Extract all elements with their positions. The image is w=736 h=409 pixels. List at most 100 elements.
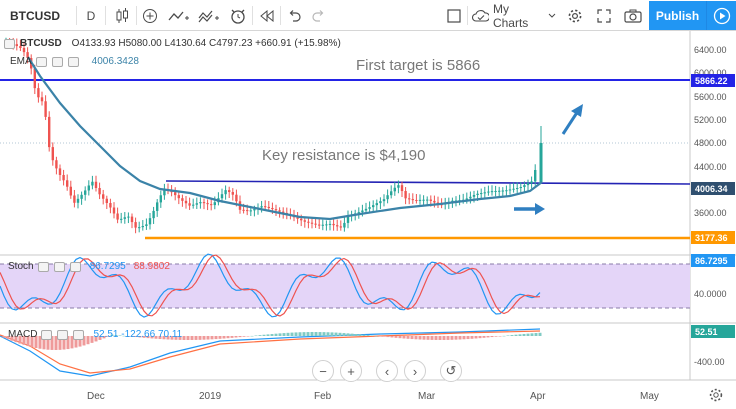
up-arrow-drawing[interactable] [561, 104, 583, 135]
candle-body [260, 206, 263, 208]
candle-body [300, 218, 303, 221]
zoom-out-button[interactable]: − [312, 360, 334, 382]
candles-style-icon[interactable] [110, 0, 134, 31]
macd-histogram-bar [282, 333, 286, 336]
price-tick: 5600.00 [694, 92, 727, 102]
candle-body [159, 195, 162, 203]
macd-histogram-bar [138, 336, 142, 338]
candle-body [199, 202, 202, 204]
camera-icon[interactable] [621, 0, 645, 31]
macd-histogram-bar [198, 336, 202, 340]
publish-button[interactable]: Publish [649, 1, 706, 30]
close-icon[interactable] [73, 329, 85, 340]
price-tick: 6400.00 [694, 45, 727, 55]
macd-label: MACD [8, 329, 38, 340]
stoch-d-value: 88.9802 [133, 261, 170, 272]
candle-body [192, 204, 195, 206]
indicators-icon[interactable] [166, 0, 192, 31]
macd-histogram-bar [450, 336, 454, 340]
close-icon[interactable] [67, 56, 79, 67]
macd-histogram-bar [170, 336, 174, 340]
candle-body [148, 218, 152, 225]
visibility-icon[interactable] [41, 329, 53, 340]
time-axis[interactable]: Dec 2019 Feb Mar Apr May [0, 380, 690, 409]
macd-histogram-bar [506, 335, 510, 336]
reset-chart-button[interactable]: ↺ [440, 360, 462, 382]
price-axis[interactable]: 6400.00 6000.00 5600.00 5200.00 4800.00 … [690, 31, 736, 255]
replay-icon[interactable] [256, 0, 278, 31]
candle-body [321, 224, 324, 226]
candle-body [76, 198, 80, 203]
target-annotation[interactable]: First target is 5866 [356, 57, 481, 74]
visibility-icon[interactable] [35, 56, 47, 67]
candle-body [40, 97, 44, 102]
my-charts-menu[interactable]: My Charts [472, 0, 556, 31]
collapse-legend-icon[interactable] [4, 38, 15, 49]
candle-body [343, 222, 346, 228]
macd-histogram-bar [206, 336, 210, 340]
chart-canvas[interactable] [0, 31, 736, 409]
macd-histogram-bar [458, 336, 462, 340]
chart-settings-gear-icon[interactable] [708, 387, 724, 406]
settings-icon[interactable] [51, 56, 63, 67]
macd-histogram-bar [322, 332, 326, 336]
undo-icon[interactable] [283, 0, 305, 31]
candle-body [501, 190, 504, 192]
resistance-annotation[interactable]: Key resistance is $4,190 [262, 147, 426, 164]
macd-histogram-bar [330, 332, 334, 336]
macd-histogram-bar [190, 336, 194, 340]
macd-histogram-bar [378, 336, 382, 337]
add-indicator-icon[interactable] [139, 0, 161, 31]
play-icon[interactable] [706, 1, 736, 30]
visibility-icon[interactable] [37, 261, 49, 272]
symbol-search[interactable]: BTCUSD [10, 8, 60, 23]
stoch-axis-tick: 40.0000 [694, 289, 727, 299]
settings-icon[interactable] [53, 261, 65, 272]
candle-body [307, 221, 310, 223]
candle-body [26, 52, 29, 59]
resistance-line[interactable] [165, 180, 691, 185]
macd-histogram-bar [474, 336, 478, 339]
alert-clock-icon[interactable] [226, 0, 250, 31]
chart-area[interactable]: BTCUSD O4133.93 H5080.00 L4130.64 C4797.… [0, 31, 736, 409]
toolbar-divider [136, 6, 137, 25]
macd-histogram-bar [78, 336, 82, 347]
macd-histogram-bar [266, 334, 270, 336]
macd-histogram-bar [410, 336, 414, 340]
layout-icon[interactable] [444, 0, 464, 31]
stoch-legend: Stoch 86.7295 88.9802 [8, 261, 170, 272]
time-tick: 2019 [199, 391, 222, 402]
fullscreen-icon[interactable] [593, 0, 615, 31]
scroll-right-button[interactable]: › [404, 360, 426, 382]
candle-body [526, 183, 530, 186]
candle-body [422, 199, 425, 201]
settings-icon[interactable] [57, 329, 69, 340]
interval-selector[interactable]: D [86, 8, 96, 23]
cloud-icon [472, 9, 489, 22]
macd-histogram-bar [370, 335, 374, 337]
stoch-k-line [0, 253, 541, 318]
candle-body [393, 187, 396, 192]
macd-histogram-bar [526, 333, 530, 336]
candle-body [202, 202, 206, 204]
legend-ohlc: O4133.93 H5080.00 L4130.64 C4797.23 +660… [71, 38, 341, 49]
macd-histogram-bar [290, 332, 294, 336]
stoch-band [0, 264, 690, 308]
candle-body [375, 203, 378, 206]
right-arrow-drawing[interactable] [514, 203, 545, 215]
candle-body [472, 194, 476, 197]
zoom-in-button[interactable]: + [340, 360, 362, 382]
scroll-left-button[interactable]: ‹ [376, 360, 398, 382]
macd-histogram-bar [10, 336, 14, 341]
macd-histogram-bar [214, 336, 218, 340]
macd-histogram-bar [334, 332, 338, 336]
close-icon[interactable] [69, 261, 81, 272]
candle-body [22, 47, 26, 53]
redo-icon[interactable] [308, 0, 330, 31]
price-tick: 4800.00 [694, 138, 727, 148]
settings-gear-icon[interactable] [564, 0, 586, 31]
compare-icon[interactable] [196, 0, 222, 31]
macd-histogram-bar [114, 335, 118, 336]
macd-histogram-bar [278, 333, 282, 336]
macd-histogram-bar [510, 335, 514, 336]
